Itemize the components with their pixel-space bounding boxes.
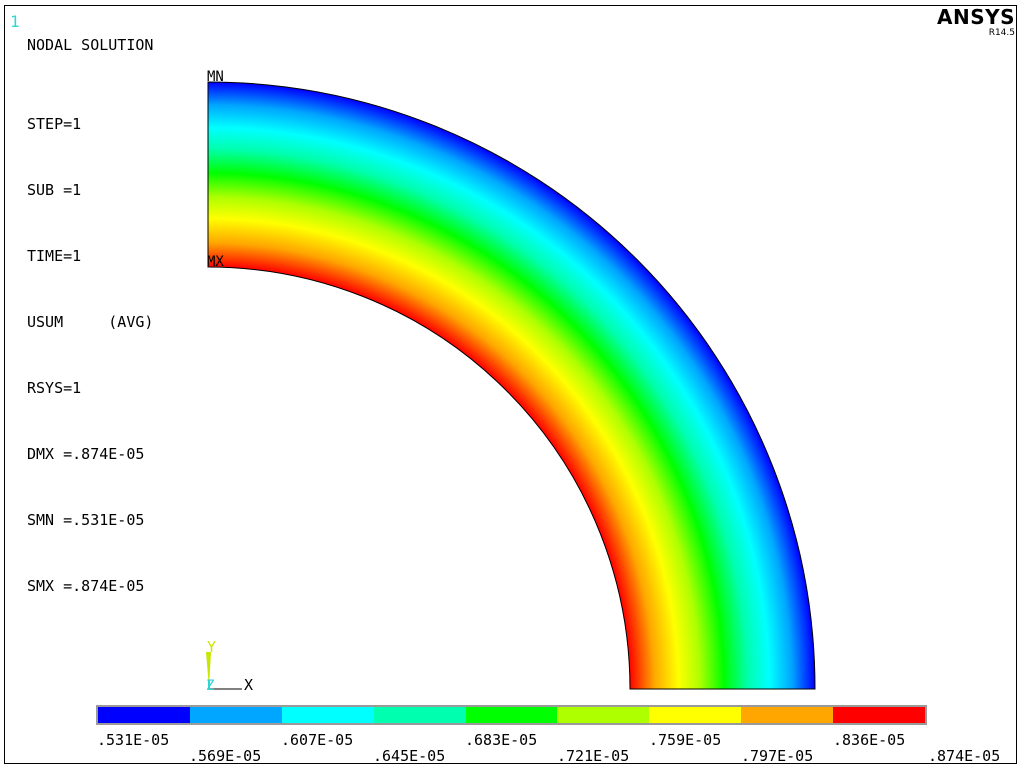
triad-z-label: Z (206, 678, 214, 694)
ansys-logo: ANSYS R14.5 (937, 6, 1015, 38)
info-smn: SMN =.531E-05 (27, 511, 145, 529)
legend-band-1 (98, 707, 190, 723)
window-number: 1 (10, 12, 20, 31)
triad-y-label: Y (207, 638, 216, 656)
legend-tick-2: .569E-05 (189, 747, 262, 765)
legend-tick-4: .645E-05 (373, 747, 446, 765)
brand-version: R14.5 (988, 28, 1015, 38)
legend-tick-6: .721E-05 (557, 747, 630, 765)
info-smx: SMX =.874E-05 (27, 577, 145, 595)
legend-band-4 (373, 707, 466, 723)
info-sub: SUB =1 (27, 181, 82, 199)
brand-name: ANSYS (936, 5, 1015, 29)
legend-band-7 (649, 707, 742, 723)
legend-tick-10: .874E-05 (928, 747, 1001, 765)
legend-tick-1: .531E-05 (97, 731, 170, 749)
legend-tick-3: .607E-05 (281, 731, 354, 749)
legend-band-2 (189, 707, 282, 723)
legend-band-5 (465, 707, 558, 723)
quarter-annulus (207, 81, 816, 690)
legend-tick-5: .683E-05 (465, 731, 538, 749)
legend-band-8 (741, 707, 834, 723)
solution-info: STEP=1 SUB =1 TIME=1 USUM (AVG) RSYS=1 D… (27, 69, 153, 619)
min-marker: MN (207, 69, 224, 85)
contour-legend-bar (96, 705, 927, 725)
legend-tick-7: .759E-05 (649, 731, 722, 749)
triad-x-label: X (244, 676, 253, 694)
triad-y-axis-icon (206, 652, 211, 688)
info-time: TIME=1 (27, 247, 82, 265)
legend-band-9 (833, 707, 926, 723)
info-usum: USUM (AVG) (27, 313, 154, 331)
legend-tick-8: .797E-05 (741, 747, 814, 765)
legend-band-3 (281, 707, 374, 723)
coordinate-triad: Y Z X (206, 638, 253, 694)
info-dmx: DMX =.874E-05 (27, 445, 145, 463)
legend-band-6 (557, 707, 650, 723)
info-step: STEP=1 (27, 115, 82, 133)
max-marker: MX (207, 254, 224, 270)
plot-title: NODAL SOLUTION (27, 36, 154, 54)
info-rsys: RSYS=1 (27, 379, 82, 397)
graphics-window-frame (4, 5, 1017, 764)
legend-tick-9: .836E-05 (833, 731, 906, 749)
